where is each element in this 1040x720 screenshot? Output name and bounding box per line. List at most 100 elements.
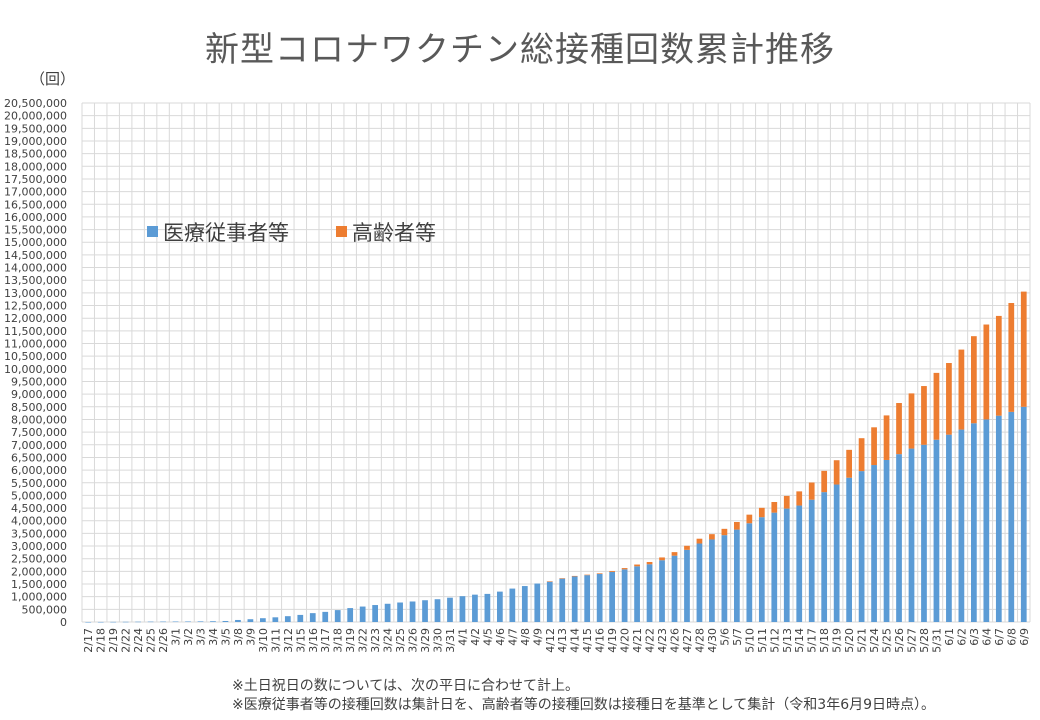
- bar-healthcare: [135, 621, 142, 623]
- bar-healthcare: [272, 617, 279, 622]
- x-tick-label: 5/31: [930, 628, 943, 653]
- x-tick-label: 4/8: [519, 628, 532, 646]
- x-tick-label: 2/22: [120, 628, 133, 653]
- x-tick-label: 5/13: [781, 628, 794, 653]
- x-tick-label: 5/7: [731, 628, 744, 646]
- x-tick-label: 6/3: [968, 628, 981, 646]
- bar-healthcare: [858, 471, 865, 622]
- y-axis-unit-label: （回）: [30, 70, 76, 88]
- legend-label-elderly: 高齢者等: [352, 221, 436, 245]
- bar-healthcare: [422, 600, 428, 622]
- y-tick-label: 12,500,000: [4, 300, 67, 313]
- y-tick-label: 15,000,000: [4, 236, 67, 249]
- bar-elderly: [796, 491, 803, 506]
- x-tick-label: 5/20: [843, 628, 856, 653]
- bar-healthcare: [796, 505, 803, 622]
- bar-elderly: [846, 449, 853, 478]
- bar-healthcare: [222, 620, 229, 622]
- bar-elderly: [871, 427, 877, 466]
- x-tick-label: 3/19: [344, 628, 357, 653]
- y-tick-label: 14,500,000: [4, 249, 67, 262]
- x-tick-label: 5/24: [868, 628, 881, 653]
- x-tick-label: 5/10: [743, 628, 756, 653]
- y-tick-label: 10,000,000: [4, 363, 67, 376]
- x-tick-label: 3/30: [432, 628, 445, 653]
- bar-elderly: [684, 545, 690, 550]
- x-tick-label: 2/17: [82, 628, 95, 653]
- x-tick-label: 5/14: [793, 628, 806, 653]
- bar-elderly: [946, 363, 952, 435]
- x-tick-label: 3/8: [232, 628, 245, 646]
- bar-elderly: [733, 521, 740, 530]
- bar-healthcare: [309, 613, 316, 622]
- bar-healthcare: [846, 477, 853, 622]
- bar-healthcare: [297, 614, 304, 622]
- y-tick-label: 2,000,000: [11, 565, 67, 578]
- legend: 医療従事者等 高齢者等: [147, 221, 436, 245]
- x-tick-label: 6/9: [1018, 628, 1031, 646]
- bar-healthcare: [322, 611, 329, 622]
- bar-healthcare: [721, 535, 728, 622]
- legend-swatch-elderly: [336, 226, 347, 237]
- bar-healthcare: [908, 448, 915, 622]
- x-tick-label: 3/29: [419, 628, 432, 653]
- bar-healthcare: [459, 596, 466, 622]
- x-tick-label: 4/6: [494, 628, 507, 646]
- x-tick-label: 3/22: [357, 628, 370, 653]
- x-tick-label: 4/27: [681, 628, 694, 653]
- x-tick-label: 4/19: [606, 628, 619, 653]
- x-tick-label: 5/26: [893, 628, 906, 653]
- bar-healthcare: [933, 439, 940, 622]
- y-tick-label: 19,500,000: [4, 122, 67, 135]
- x-tick-label: 4/7: [506, 628, 519, 646]
- bar-healthcare: [110, 621, 117, 623]
- bar-healthcare: [758, 517, 765, 622]
- bar-healthcare: [659, 560, 665, 622]
- y-tick-label: 14,000,000: [4, 262, 67, 275]
- y-tick-label: 20,000,000: [4, 110, 67, 123]
- y-tick-label: 13,500,000: [4, 274, 67, 287]
- bar-elderly: [634, 564, 640, 567]
- bar-healthcare: [472, 594, 478, 622]
- x-tick-label: 3/17: [319, 628, 332, 653]
- bar-healthcare: [334, 610, 341, 622]
- x-tick-label: 4/1: [456, 628, 469, 646]
- y-tick-label: 4,500,000: [11, 502, 67, 515]
- x-tick-label: 4/16: [594, 628, 607, 653]
- bar-healthcare: [946, 434, 952, 622]
- bar-healthcare: [546, 581, 553, 622]
- bar-healthcare: [122, 621, 129, 623]
- bar-elderly: [671, 552, 678, 556]
- x-tick-label: 4/14: [569, 628, 582, 653]
- x-tick-label: 2/25: [145, 628, 158, 653]
- bar-healthcare: [210, 621, 216, 622]
- bar-healthcare: [821, 492, 828, 622]
- x-tick-label: 3/31: [444, 628, 457, 653]
- bars: [85, 291, 1027, 623]
- x-tick-label: 6/4: [980, 628, 993, 646]
- bar-elderly: [621, 568, 628, 570]
- x-tick-label: 3/24: [382, 628, 395, 653]
- bar-healthcare: [284, 616, 291, 622]
- bar-healthcare: [783, 508, 790, 622]
- x-tick-label: 4/21: [631, 628, 644, 653]
- x-tick-label: 3/2: [182, 628, 195, 646]
- x-tick-label: 5/28: [918, 628, 931, 653]
- y-tick-label: 1,000,000: [11, 591, 67, 604]
- bar-healthcare: [621, 569, 628, 622]
- bar-healthcare: [160, 621, 166, 623]
- bar-healthcare: [359, 606, 366, 622]
- x-tick-label: 5/17: [806, 628, 819, 653]
- x-tick-label: 3/4: [207, 628, 220, 646]
- bar-healthcare: [384, 603, 391, 622]
- bar-elderly: [646, 561, 653, 565]
- y-axis-ticks: 0500,0001,000,0001,500,0002,000,0002,500…: [4, 97, 67, 629]
- bar-elderly: [983, 324, 990, 420]
- y-tick-label: 8,500,000: [11, 401, 67, 414]
- y-tick-label: 19,000,000: [4, 135, 67, 148]
- y-tick-label: 11,000,000: [4, 338, 67, 351]
- x-tick-label: 5/27: [906, 628, 919, 653]
- bar-healthcare: [958, 429, 965, 622]
- bar-healthcare: [596, 573, 603, 622]
